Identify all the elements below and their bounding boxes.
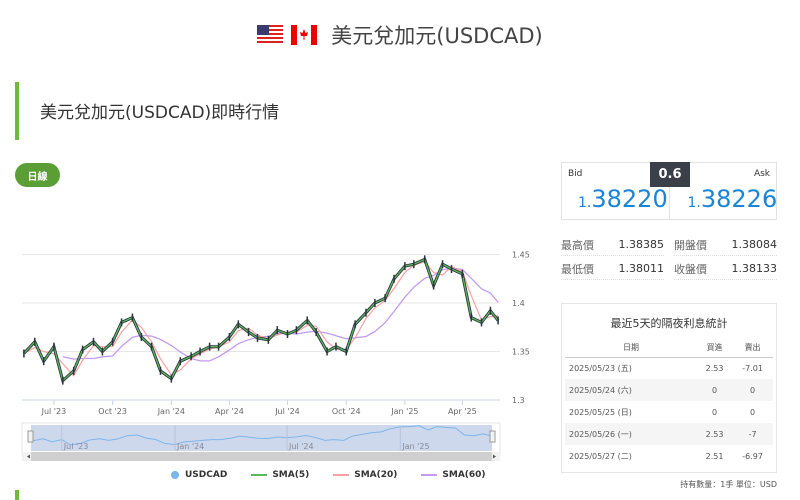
x-tick-label: Jan '25 — [390, 407, 418, 416]
spread-badge: 0.6 — [650, 162, 690, 187]
navigator-series — [32, 425, 491, 446]
stat-label: 最高價 — [561, 238, 594, 252]
sma20-line — [23, 261, 499, 377]
canada-flag-icon — [291, 25, 318, 45]
table-row: 2025/05/24 (六) 0 0 — [565, 379, 773, 401]
stat-label: 開盤價 — [674, 238, 707, 252]
cell-sell: -7.01 — [742, 363, 763, 373]
stat-value: 1.38084 — [731, 238, 778, 251]
ask-main: 38226 — [700, 185, 778, 213]
cell-buy: 2.51 — [705, 451, 724, 461]
cell-buy: 0 — [697, 379, 733, 401]
cell-date: 2025/05/26 (一) — [565, 423, 697, 445]
cell-buy: 2.53 — [705, 363, 724, 373]
swap-note: 持有數量：1手 單位：USD — [680, 480, 777, 489]
cell-sell: -7 — [732, 423, 773, 445]
section-accent-bar — [15, 490, 19, 500]
legend-label: SMA(5) — [272, 470, 310, 480]
price-chart[interactable]: 1.45 1.4 1.35 1.3 Jul '23 Oct '23 Jan '24 Apr '… — [0, 200, 540, 465]
x-tick-label: Jul '24 — [274, 407, 300, 416]
navigator-tick-label: Jan '25 — [401, 442, 429, 451]
x-tick-label: Jul '23 — [41, 407, 67, 416]
section-accent-bar — [15, 82, 19, 140]
price-stats: 最高價 1.38385 開盤價 1.38084 最低價 1.38011 收盤價 1.38… — [561, 233, 777, 281]
sma5-line — [23, 258, 499, 382]
cell-buy: 2.53 — [697, 423, 733, 445]
chart-navigator[interactable]: Jul '23 Jan '24 Jul '24 Jan '25 — [21, 422, 501, 461]
legend-label: SMA(20) — [354, 470, 398, 480]
cell-date: 2025/05/25 (日) — [569, 407, 632, 417]
scroll-right-arrow-icon[interactable] — [493, 454, 496, 459]
ask-prefix: 1. — [687, 195, 701, 211]
x-tick-label: Oct '24 — [332, 407, 361, 416]
legend-item-sma60[interactable]: SMA(60) — [421, 470, 486, 480]
stat-high: 最高價 1.38385 — [561, 234, 664, 256]
legend-label: SMA(60) — [442, 470, 486, 480]
us-flag-icon — [257, 25, 284, 45]
ask-panel: Ask 1.38226 — [668, 163, 778, 219]
scroll-left-arrow-icon[interactable] — [27, 454, 30, 459]
table-row: 2025/05/25 (日) 0 0 — [565, 401, 773, 423]
stat-value: 1.38133 — [731, 262, 778, 275]
x-tick-label: Oct '23 — [98, 407, 127, 416]
x-tick-label: Apr '25 — [448, 407, 477, 416]
table-row: 2025/05/27 (二) 2.51 -6.97 — [565, 445, 773, 467]
navigator-tick-label: Jul '24 — [288, 442, 314, 451]
quote-box: Bid 1.38220 Ask 1.38226 — [561, 162, 777, 220]
ask-label: Ask — [753, 169, 770, 179]
stat-open: 開盤價 1.38084 — [674, 234, 777, 256]
bid-main: 38220 — [591, 185, 668, 213]
cell-date: 2025/05/24 (六) — [565, 379, 697, 401]
cell-sell: 0 — [732, 379, 773, 401]
table-row: 2025/05/26 (一) 2.53 -7 — [565, 423, 773, 445]
stat-value: 1.38385 — [618, 238, 665, 251]
legend-label: USDCAD — [185, 470, 228, 480]
legend-item-sma20[interactable]: SMA(20) — [333, 470, 397, 480]
column-header-sell: 賣出 — [732, 339, 773, 358]
x-tick-label: Apr '24 — [215, 407, 244, 416]
y-tick-label: 1.45 — [512, 251, 530, 260]
bid-prefix: 1. — [578, 195, 592, 211]
table-row: 2025/05/23 (五) 2.53 -7.01 — [565, 357, 773, 379]
column-header-date: 日期 — [565, 339, 697, 358]
stat-label: 收盤價 — [674, 262, 707, 276]
chart-legend: USDCAD SMA(5) SMA(20) SMA(60) — [170, 470, 486, 480]
ask-price: 1.38226 — [688, 185, 778, 213]
section-title: 美元兌加元(USDCAD)即時行情 — [40, 103, 280, 123]
y-tick-label: 1.4 — [512, 299, 525, 308]
daily-period-button[interactable]: 日線 — [15, 163, 60, 187]
stat-value: 1.38011 — [618, 262, 665, 275]
stat-close: 收盤價 1.38133 — [674, 258, 777, 280]
navigator-tick-label: Jan '24 — [176, 442, 204, 451]
cell-date: 2025/05/23 (五) — [569, 363, 632, 373]
bid-panel: Bid 1.38220 — [562, 163, 669, 219]
x-tick-label: Jan '24 — [157, 407, 185, 416]
navigator-handle[interactable] — [489, 430, 496, 443]
bid-price: 1.38220 — [578, 185, 668, 213]
y-tick-label: 1.3 — [512, 396, 525, 405]
legend-item-sma5[interactable]: SMA(5) — [251, 470, 309, 480]
swap-title: 最近5天的隔夜利息統計 — [610, 317, 728, 330]
cell-date: 2025/05/27 (二) — [569, 451, 632, 461]
navigator-tick-label: Jul '23 — [63, 442, 89, 451]
navigator-handle[interactable] — [27, 430, 34, 443]
column-header-buy: 買進 — [697, 339, 733, 358]
page-title: 美元兌加元(USDCAD) — [331, 24, 543, 48]
cell-sell: 0 — [750, 407, 756, 417]
stat-low: 最低價 1.38011 — [561, 258, 664, 280]
bid-label: Bid — [568, 169, 583, 179]
y-tick-label: 1.35 — [512, 348, 530, 357]
stat-label: 最低價 — [561, 262, 594, 276]
scrollbar-thumb[interactable] — [31, 452, 492, 461]
swap-table: 日期 買進 賣出 2025/05/23 (五) 2.53 -7.01 2025/05… — [565, 339, 773, 467]
cell-buy: 0 — [712, 407, 718, 417]
page-header: 美元兌加元(USDCAD) — [0, 20, 800, 50]
legend-item-usdcad[interactable]: USDCAD — [170, 470, 227, 480]
swap-stats-panel: 最近5天的隔夜利息統計 日期 買進 賣出 2025/05/23 (五) 2.53-… — [561, 303, 777, 473]
cell-sell: -6.97 — [742, 451, 763, 461]
